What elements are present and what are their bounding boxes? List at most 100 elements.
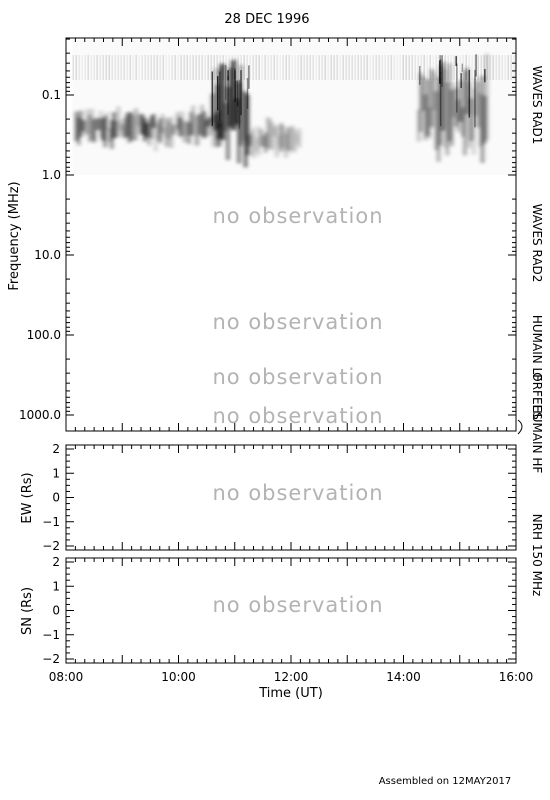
rad1-stripe [129,55,131,80]
rad1-cell [461,107,464,137]
rad1-stripe [105,55,107,80]
rad1-cell [237,82,241,164]
rad1-streak [439,59,442,74]
rad1-cell [200,104,204,137]
rad1-cell [457,99,460,132]
rad1-cell [217,68,221,128]
rad1-cell [248,134,252,146]
rad1-cell [231,60,234,131]
rad1-stripe [177,55,179,80]
rad1-stripe [210,55,212,80]
rad1-cell [178,117,182,137]
rad1-cell [167,121,171,140]
rad1-stripe [270,55,272,80]
rs-tick-label: 0 [52,491,60,505]
rad1-stripe [366,55,368,80]
rad1-cell [117,106,120,138]
rad1-cell [298,128,301,148]
rad1-stripe [498,55,500,80]
time-tick-label: 08:00 [49,670,84,684]
rad1-stripe [369,55,371,80]
rad1-stripe [123,55,125,80]
no-observation-ew: no observation [212,481,383,505]
rad1-stripe [264,55,266,80]
rad1-stripe [384,55,386,80]
rad1-cell [226,86,230,161]
rad1-stripe [342,55,344,80]
rad1-stripe [354,55,356,80]
rad1-stripe [399,55,401,80]
rad1-stripe [423,55,425,80]
rad1-streak [225,65,227,101]
rad1-spectrogram [72,40,516,175]
rad1-stripe [480,55,482,80]
no-observation-humain-hf: no observation [212,404,383,428]
rad1-cell [79,110,83,138]
rad1-stripe [195,55,197,80]
rad1-cell [84,120,87,136]
rad1-stripe [96,55,98,80]
rad1-cell [141,114,144,135]
rad1-cell [185,119,188,137]
rad1-cell [115,121,118,138]
rad1-stripe [303,55,305,80]
rad1-streak [248,65,250,89]
rad1-cell [108,128,111,143]
rad1-cell [439,65,442,146]
rad1-stripe [462,55,464,80]
rad1-stripe [120,55,122,80]
rad1-cell [424,94,427,141]
sn-axis-label: SN (Rs) [20,587,35,635]
rad1-cell [181,111,184,136]
no-observation-sn: no observation [212,593,383,617]
rs-tick-label: 2 [52,442,60,456]
rad1-stripe [282,55,284,80]
rad1-cell [163,127,166,138]
rad1-cell [77,117,80,146]
rad1-stripe [474,55,476,80]
frequency-tick-labels: 0.1 1.0 10.0 100.0 1000.0 [19,88,61,422]
rad1-cell [452,82,456,118]
rad1-stripe [117,55,119,80]
rad1-cell [428,107,431,139]
label-humain-lf: HUMAIN LF [530,315,544,381]
rad1-stripe [348,55,350,80]
rad1-cell [450,89,453,147]
rad1-stripe [321,55,323,80]
rad1-stripe [81,55,83,80]
rad1-stripe [246,55,248,80]
rad1-stripe [174,55,176,80]
rad1-cell [187,122,191,144]
rad1-streak [246,78,249,109]
rad1-stripe [225,55,227,80]
rad1-stripe [255,55,257,80]
rad1-stripe [186,55,188,80]
rad1-cell [224,103,227,132]
rad1-cell [426,79,429,137]
rad1-stripe [258,55,260,80]
rad1-cell [174,124,177,134]
rad1-streak [227,76,229,115]
rad1-stripe [402,55,404,80]
rad1-cell [106,111,109,131]
rad1-stripe [417,55,419,80]
rad1-cell [293,128,297,153]
rad1-stripe [363,55,365,80]
rad1-stripe [237,55,239,80]
rs-tick-label: 2 [52,555,60,569]
rad1-stripe [288,55,290,80]
rad1-stripe [435,55,437,80]
rad1-stripe [144,55,146,80]
rad1-cell [246,94,250,156]
rad1-stripe [504,55,506,80]
rad1-stripe [339,55,341,80]
rs-tick-label: −1 [42,628,60,642]
ew-axis-label: EW (Rs) [20,472,35,523]
rad1-stripe [297,55,299,80]
freq-tick-label: 10.0 [34,248,61,262]
rad1-stripe [267,55,269,80]
rad1-streak [234,70,236,103]
rad1-stripe [294,55,296,80]
rad1-streak [418,65,421,85]
rad1-stripe [90,55,92,80]
